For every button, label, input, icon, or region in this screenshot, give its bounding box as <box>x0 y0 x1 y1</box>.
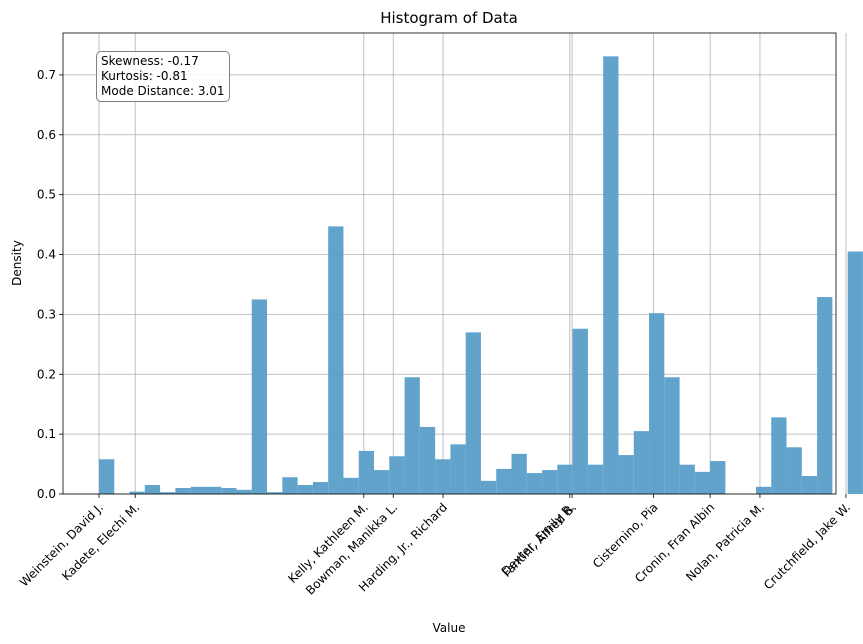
histogram-bar <box>297 485 313 494</box>
histogram-bar <box>374 470 390 494</box>
histogram-bar <box>572 328 588 494</box>
y-tick-labels: 0.0 0.1 0.2 0.3 0.4 0.5 0.6 0.7 <box>37 68 56 501</box>
histogram-bar <box>496 468 512 494</box>
histogram-bar <box>236 489 252 494</box>
x-axis-label: Value <box>433 621 466 635</box>
histogram-bar <box>679 464 695 494</box>
histogram-bar <box>450 444 466 494</box>
kurtosis-text: Kurtosis: -0.81 <box>101 69 188 83</box>
y-axis-label: Density <box>10 240 24 286</box>
y-tick-label: 0.3 <box>37 307 56 321</box>
y-tick-label: 0.7 <box>37 68 56 82</box>
histogram-bars <box>98 56 863 494</box>
histogram-bar <box>312 482 329 494</box>
histogram-bar <box>587 464 604 494</box>
histogram-bar <box>282 477 298 494</box>
histogram-bar <box>465 332 481 494</box>
histogram-bar <box>190 486 206 494</box>
histogram-bar <box>786 447 802 494</box>
x-tick-label: Crutchfield, Jake W. <box>761 500 853 592</box>
histogram-bar <box>404 377 420 494</box>
histogram-bar <box>694 471 711 494</box>
x-tick-labels: Weinstein, David J.Kadete, Elechi M. Kell… <box>17 500 853 597</box>
histogram-bar <box>358 450 375 494</box>
histogram-bar <box>771 417 787 494</box>
chart-title: Histogram of Data <box>380 9 518 27</box>
histogram-bar <box>389 456 405 494</box>
histogram-bar <box>435 459 451 494</box>
mode-distance-text: Mode Distance: 3.01 <box>101 84 225 98</box>
skewness-text: Skewness: -0.17 <box>101 54 199 68</box>
histogram-bar <box>251 299 268 494</box>
histogram-bar <box>511 453 527 494</box>
histogram-bar <box>664 377 680 494</box>
histogram-bar <box>480 480 497 494</box>
histogram-bar <box>160 492 176 494</box>
axes <box>59 32 847 498</box>
histogram-bar <box>419 426 436 494</box>
histogram-bar <box>129 491 145 494</box>
histogram-bar <box>526 473 543 494</box>
x-tick-label: Harding, Jr., Richard <box>356 500 450 594</box>
x-tick-label: Fantini, Alfred B. <box>500 500 580 580</box>
histogram-bar <box>710 461 726 494</box>
histogram-bar <box>221 488 237 494</box>
histogram-bar <box>343 477 359 494</box>
histogram-bar <box>847 251 863 494</box>
histogram-bar <box>144 485 161 494</box>
histogram-bar <box>328 226 344 494</box>
y-tick-label: 0.0 <box>37 487 56 501</box>
histogram-bar <box>649 313 665 494</box>
histogram-bar <box>603 56 619 494</box>
histogram-bar <box>205 486 222 494</box>
y-tick-label: 0.4 <box>37 248 56 262</box>
histogram-bar <box>817 297 833 494</box>
y-tick-label: 0.1 <box>37 427 56 441</box>
histogram-bar <box>557 464 573 494</box>
histogram-bar <box>175 488 191 494</box>
histogram-bar <box>267 492 283 494</box>
histogram-bar <box>98 459 115 494</box>
histogram-bar <box>755 486 772 494</box>
y-tick-label: 0.2 <box>37 367 56 381</box>
grid-lines <box>63 33 847 495</box>
histogram-bar <box>542 470 558 494</box>
histogram-bar <box>801 476 818 494</box>
histogram-bar <box>618 455 634 494</box>
y-tick-label: 0.5 <box>37 188 56 202</box>
plot-frame <box>62 32 837 495</box>
y-tick-label: 0.6 <box>37 128 56 142</box>
statistics-box: Skewness: -0.17 Kurtosis: -0.81 Mode Dis… <box>96 51 230 102</box>
histogram-bar <box>633 431 650 494</box>
